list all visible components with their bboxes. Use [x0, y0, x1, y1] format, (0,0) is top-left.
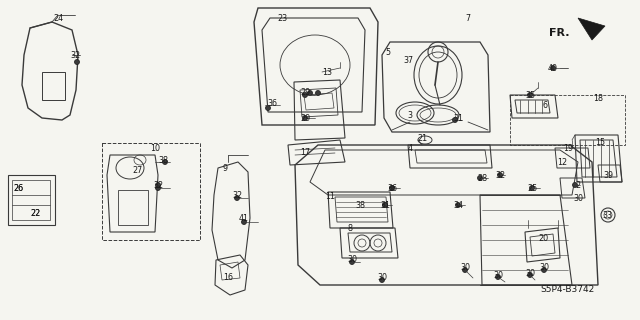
Text: 31: 31: [453, 114, 463, 123]
Text: 25: 25: [527, 183, 537, 193]
Circle shape: [241, 220, 246, 225]
Circle shape: [527, 92, 532, 98]
Circle shape: [456, 203, 461, 207]
Text: 29: 29: [300, 87, 310, 97]
Text: 30: 30: [460, 263, 470, 273]
Circle shape: [497, 172, 502, 178]
Circle shape: [573, 182, 577, 188]
Text: 8: 8: [348, 223, 353, 233]
Text: 30: 30: [573, 194, 583, 203]
Circle shape: [390, 186, 394, 190]
Text: 10: 10: [150, 143, 160, 153]
Text: 36: 36: [387, 183, 397, 193]
Text: 19: 19: [563, 143, 573, 153]
Text: 38: 38: [158, 156, 168, 164]
Text: S5P4-B3742: S5P4-B3742: [540, 285, 595, 294]
Circle shape: [266, 106, 271, 110]
Text: 29: 29: [300, 114, 310, 123]
Text: 35: 35: [525, 91, 535, 100]
Text: 32: 32: [232, 190, 242, 199]
Text: 11: 11: [325, 191, 335, 201]
Text: 27: 27: [132, 165, 142, 174]
Text: 41: 41: [239, 213, 249, 222]
Text: 24: 24: [53, 13, 63, 22]
Text: 21: 21: [417, 133, 427, 142]
Circle shape: [383, 203, 387, 207]
Text: FR.: FR.: [550, 28, 570, 38]
Circle shape: [349, 260, 355, 265]
Circle shape: [390, 186, 394, 190]
Text: 30: 30: [347, 255, 357, 265]
Circle shape: [477, 175, 483, 180]
Text: 32: 32: [70, 51, 80, 60]
Circle shape: [303, 92, 307, 98]
Circle shape: [74, 60, 79, 65]
Text: 26: 26: [13, 183, 23, 193]
Text: 40: 40: [548, 63, 558, 73]
Text: 17: 17: [300, 148, 310, 156]
Text: 36: 36: [267, 99, 277, 108]
Text: 37: 37: [403, 55, 413, 65]
Circle shape: [156, 182, 161, 188]
Text: 30: 30: [539, 263, 549, 273]
Text: 23: 23: [277, 13, 287, 22]
Text: 2: 2: [575, 180, 580, 189]
Circle shape: [550, 66, 556, 70]
Text: 3: 3: [408, 110, 413, 119]
Circle shape: [529, 186, 534, 190]
Circle shape: [527, 273, 532, 277]
Circle shape: [316, 91, 321, 95]
Circle shape: [463, 268, 467, 273]
Circle shape: [452, 117, 458, 123]
Text: 28: 28: [477, 173, 487, 182]
Circle shape: [163, 159, 168, 164]
Text: 18: 18: [593, 93, 603, 102]
Text: 20: 20: [538, 234, 548, 243]
Text: 32: 32: [153, 180, 163, 189]
Text: 15: 15: [595, 138, 605, 147]
Circle shape: [307, 91, 312, 95]
Text: 13: 13: [322, 68, 332, 76]
Circle shape: [383, 203, 387, 207]
Circle shape: [495, 275, 500, 279]
Text: 9: 9: [223, 164, 228, 172]
Text: 26: 26: [13, 183, 23, 193]
Text: 7: 7: [465, 13, 470, 22]
Circle shape: [380, 277, 385, 283]
Text: 30: 30: [377, 274, 387, 283]
Text: 32: 32: [495, 171, 505, 180]
Text: 30: 30: [525, 268, 535, 277]
Circle shape: [303, 116, 307, 121]
Text: 16: 16: [223, 274, 233, 283]
Text: 33: 33: [602, 211, 612, 220]
Text: 22: 22: [30, 209, 40, 218]
Text: 30: 30: [493, 270, 503, 279]
Text: 4: 4: [408, 143, 413, 153]
Text: 5: 5: [385, 47, 390, 57]
Text: 34: 34: [453, 201, 463, 210]
Circle shape: [541, 268, 547, 273]
Text: 38: 38: [355, 201, 365, 210]
Text: 6: 6: [543, 100, 547, 109]
Text: 31: 31: [380, 201, 390, 210]
Polygon shape: [578, 18, 605, 40]
Text: 39: 39: [603, 171, 613, 180]
Text: 12: 12: [557, 157, 567, 166]
Circle shape: [234, 196, 239, 201]
Circle shape: [156, 186, 161, 190]
Text: 22: 22: [30, 209, 40, 218]
